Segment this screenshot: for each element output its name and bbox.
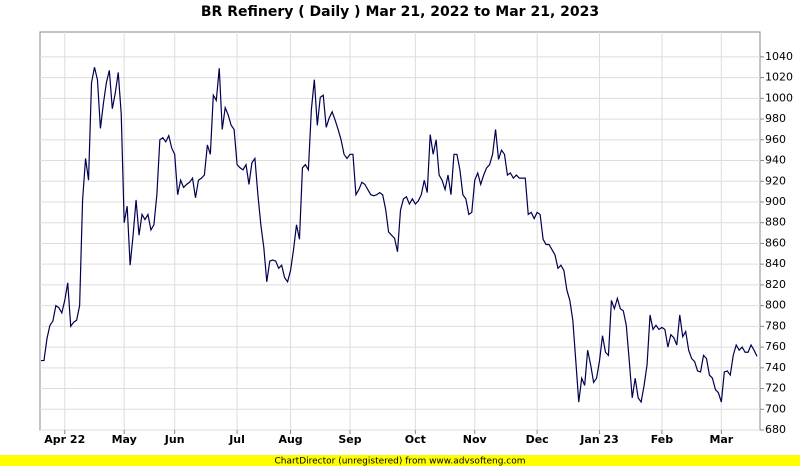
- y-tick-label: 1000: [765, 91, 793, 104]
- x-tick-label: Jan 23: [579, 433, 618, 446]
- y-tick-label: 1040: [765, 50, 793, 63]
- y-tick-label: 680: [765, 423, 786, 436]
- price-line: [41, 67, 758, 404]
- y-tick-label: 860: [765, 236, 786, 249]
- y-tick-label: 900: [765, 195, 786, 208]
- y-tick-label: 720: [765, 382, 786, 395]
- x-tick-label: Oct: [405, 433, 426, 446]
- y-tick-label: 800: [765, 299, 786, 312]
- x-tick-label: Jun: [164, 433, 185, 446]
- y-tick-label: 880: [765, 216, 786, 229]
- y-tick-label: 760: [765, 340, 786, 353]
- y-tick-label: 920: [765, 174, 786, 187]
- x-tick-label: Jul: [228, 433, 245, 446]
- x-tick-label: Apr 22: [44, 433, 85, 446]
- y-tick-label: 1020: [765, 71, 793, 84]
- y-tick-label: 740: [765, 361, 786, 374]
- x-tick-label: Dec: [526, 433, 549, 446]
- y-tick-label: 980: [765, 112, 786, 125]
- x-tick-label: Sep: [338, 433, 361, 446]
- x-tick-label: Mar: [709, 433, 733, 446]
- x-tick-label: Aug: [278, 433, 302, 446]
- footer-bar: [0, 455, 800, 466]
- footer: ChartDirector (unregistered) from www.ad…: [274, 457, 525, 466]
- x-tick-label: Nov: [463, 433, 488, 446]
- x-tick-label: May: [112, 433, 137, 446]
- plot-area: [39, 31, 761, 431]
- y-tick-label: 940: [765, 154, 786, 167]
- y-tick-label: 820: [765, 278, 786, 291]
- y-tick-label: 780: [765, 319, 786, 332]
- marks: [41, 67, 758, 404]
- chart-title: BR Refinery ( Daily ) Mar 21, 2022 to Ma…: [201, 4, 599, 20]
- y-tick-label: 960: [765, 133, 786, 146]
- x-tick-label: Feb: [651, 433, 674, 446]
- y-tick-label: 840: [765, 257, 786, 270]
- y-tick-label: 700: [765, 402, 786, 415]
- grid: [40, 32, 764, 434]
